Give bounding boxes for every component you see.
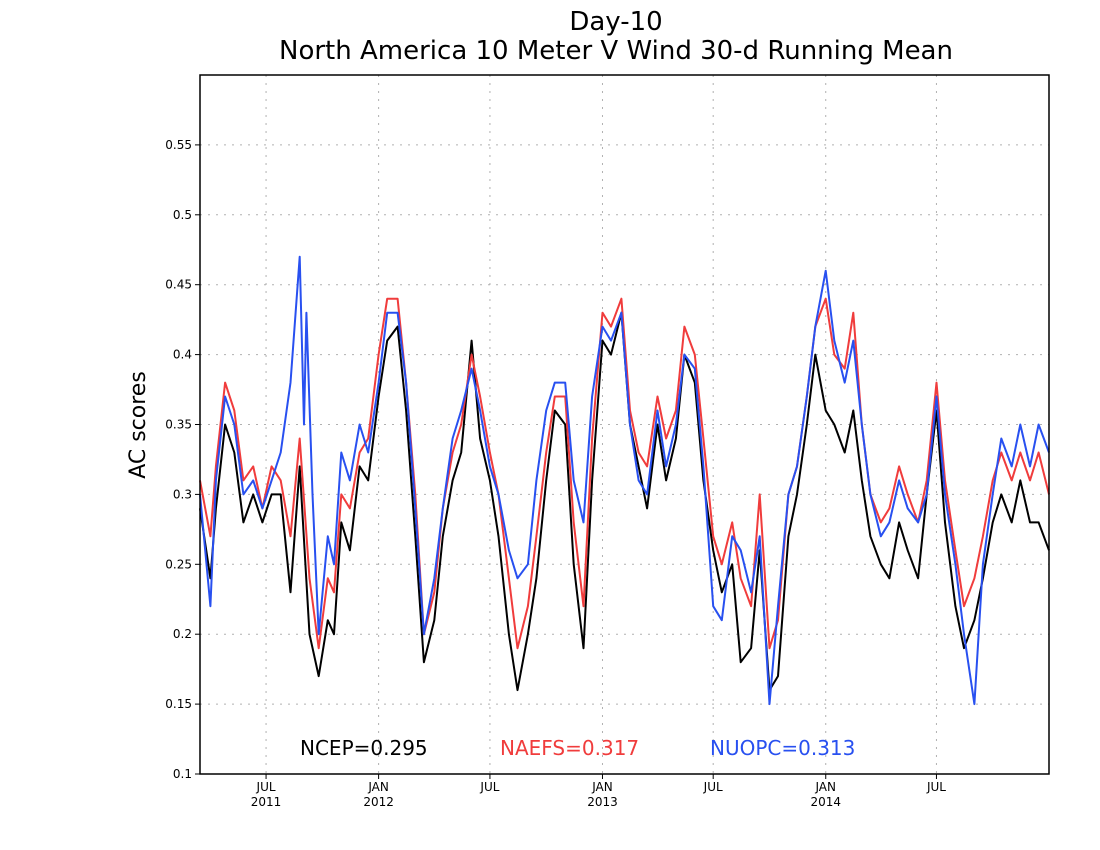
- x-tick-label-month: JUL: [256, 780, 276, 794]
- y-axis-ticks: 0.1 0.15 0.2 0.25 0.3 0.35 0.4 0.45 0.5 0.55: [165, 138, 200, 781]
- x-tick-label-month: JAN: [814, 780, 836, 794]
- y-tick-label: 0.15: [165, 697, 192, 711]
- y-tick-label: 0.35: [165, 418, 192, 432]
- x-tick-label-year: 2012: [363, 795, 394, 809]
- y-tick-label: 0.3: [173, 487, 192, 501]
- x-tick-label-year: 2013: [587, 795, 618, 809]
- y-tick-label: 0.1: [173, 767, 192, 781]
- chart-subtitle: North America 10 Meter V Wind 30-d Runni…: [279, 36, 953, 66]
- y-tick-label: 0.2: [173, 627, 192, 641]
- x-tick-label-month: JUL: [926, 780, 946, 794]
- x-tick-label-month: JAN: [591, 780, 613, 794]
- x-tick-label-year: 2014: [810, 795, 841, 809]
- y-tick-label: 0.25: [165, 557, 192, 571]
- chart-title: Day-10: [569, 7, 662, 37]
- legend-item-nuopc: NUOPC=0.313: [710, 736, 855, 760]
- x-tick-label-month: JAN: [367, 780, 389, 794]
- gridlines: [200, 75, 1049, 774]
- series-lines: [199, 255, 1050, 706]
- y-tick-label: 0.5: [173, 208, 192, 222]
- x-tick-label-month: JUL: [703, 780, 723, 794]
- y-axis-label: AC scores: [126, 371, 151, 479]
- y-tick-label: 0.55: [165, 138, 192, 152]
- x-tick-label-year: 2011: [251, 795, 282, 809]
- x-tick-label-month: JUL: [479, 780, 499, 794]
- legend-item-ncep: NCEP=0.295: [300, 736, 428, 760]
- legend: NCEP=0.295 NAEFS=0.317 NUOPC=0.313: [300, 736, 855, 760]
- series-line-nuopc: [199, 255, 1050, 706]
- series-line-naefs: [199, 297, 1050, 650]
- legend-item-naefs: NAEFS=0.317: [500, 736, 639, 760]
- y-tick-label: 0.45: [165, 278, 192, 292]
- y-tick-label: 0.4: [173, 348, 192, 362]
